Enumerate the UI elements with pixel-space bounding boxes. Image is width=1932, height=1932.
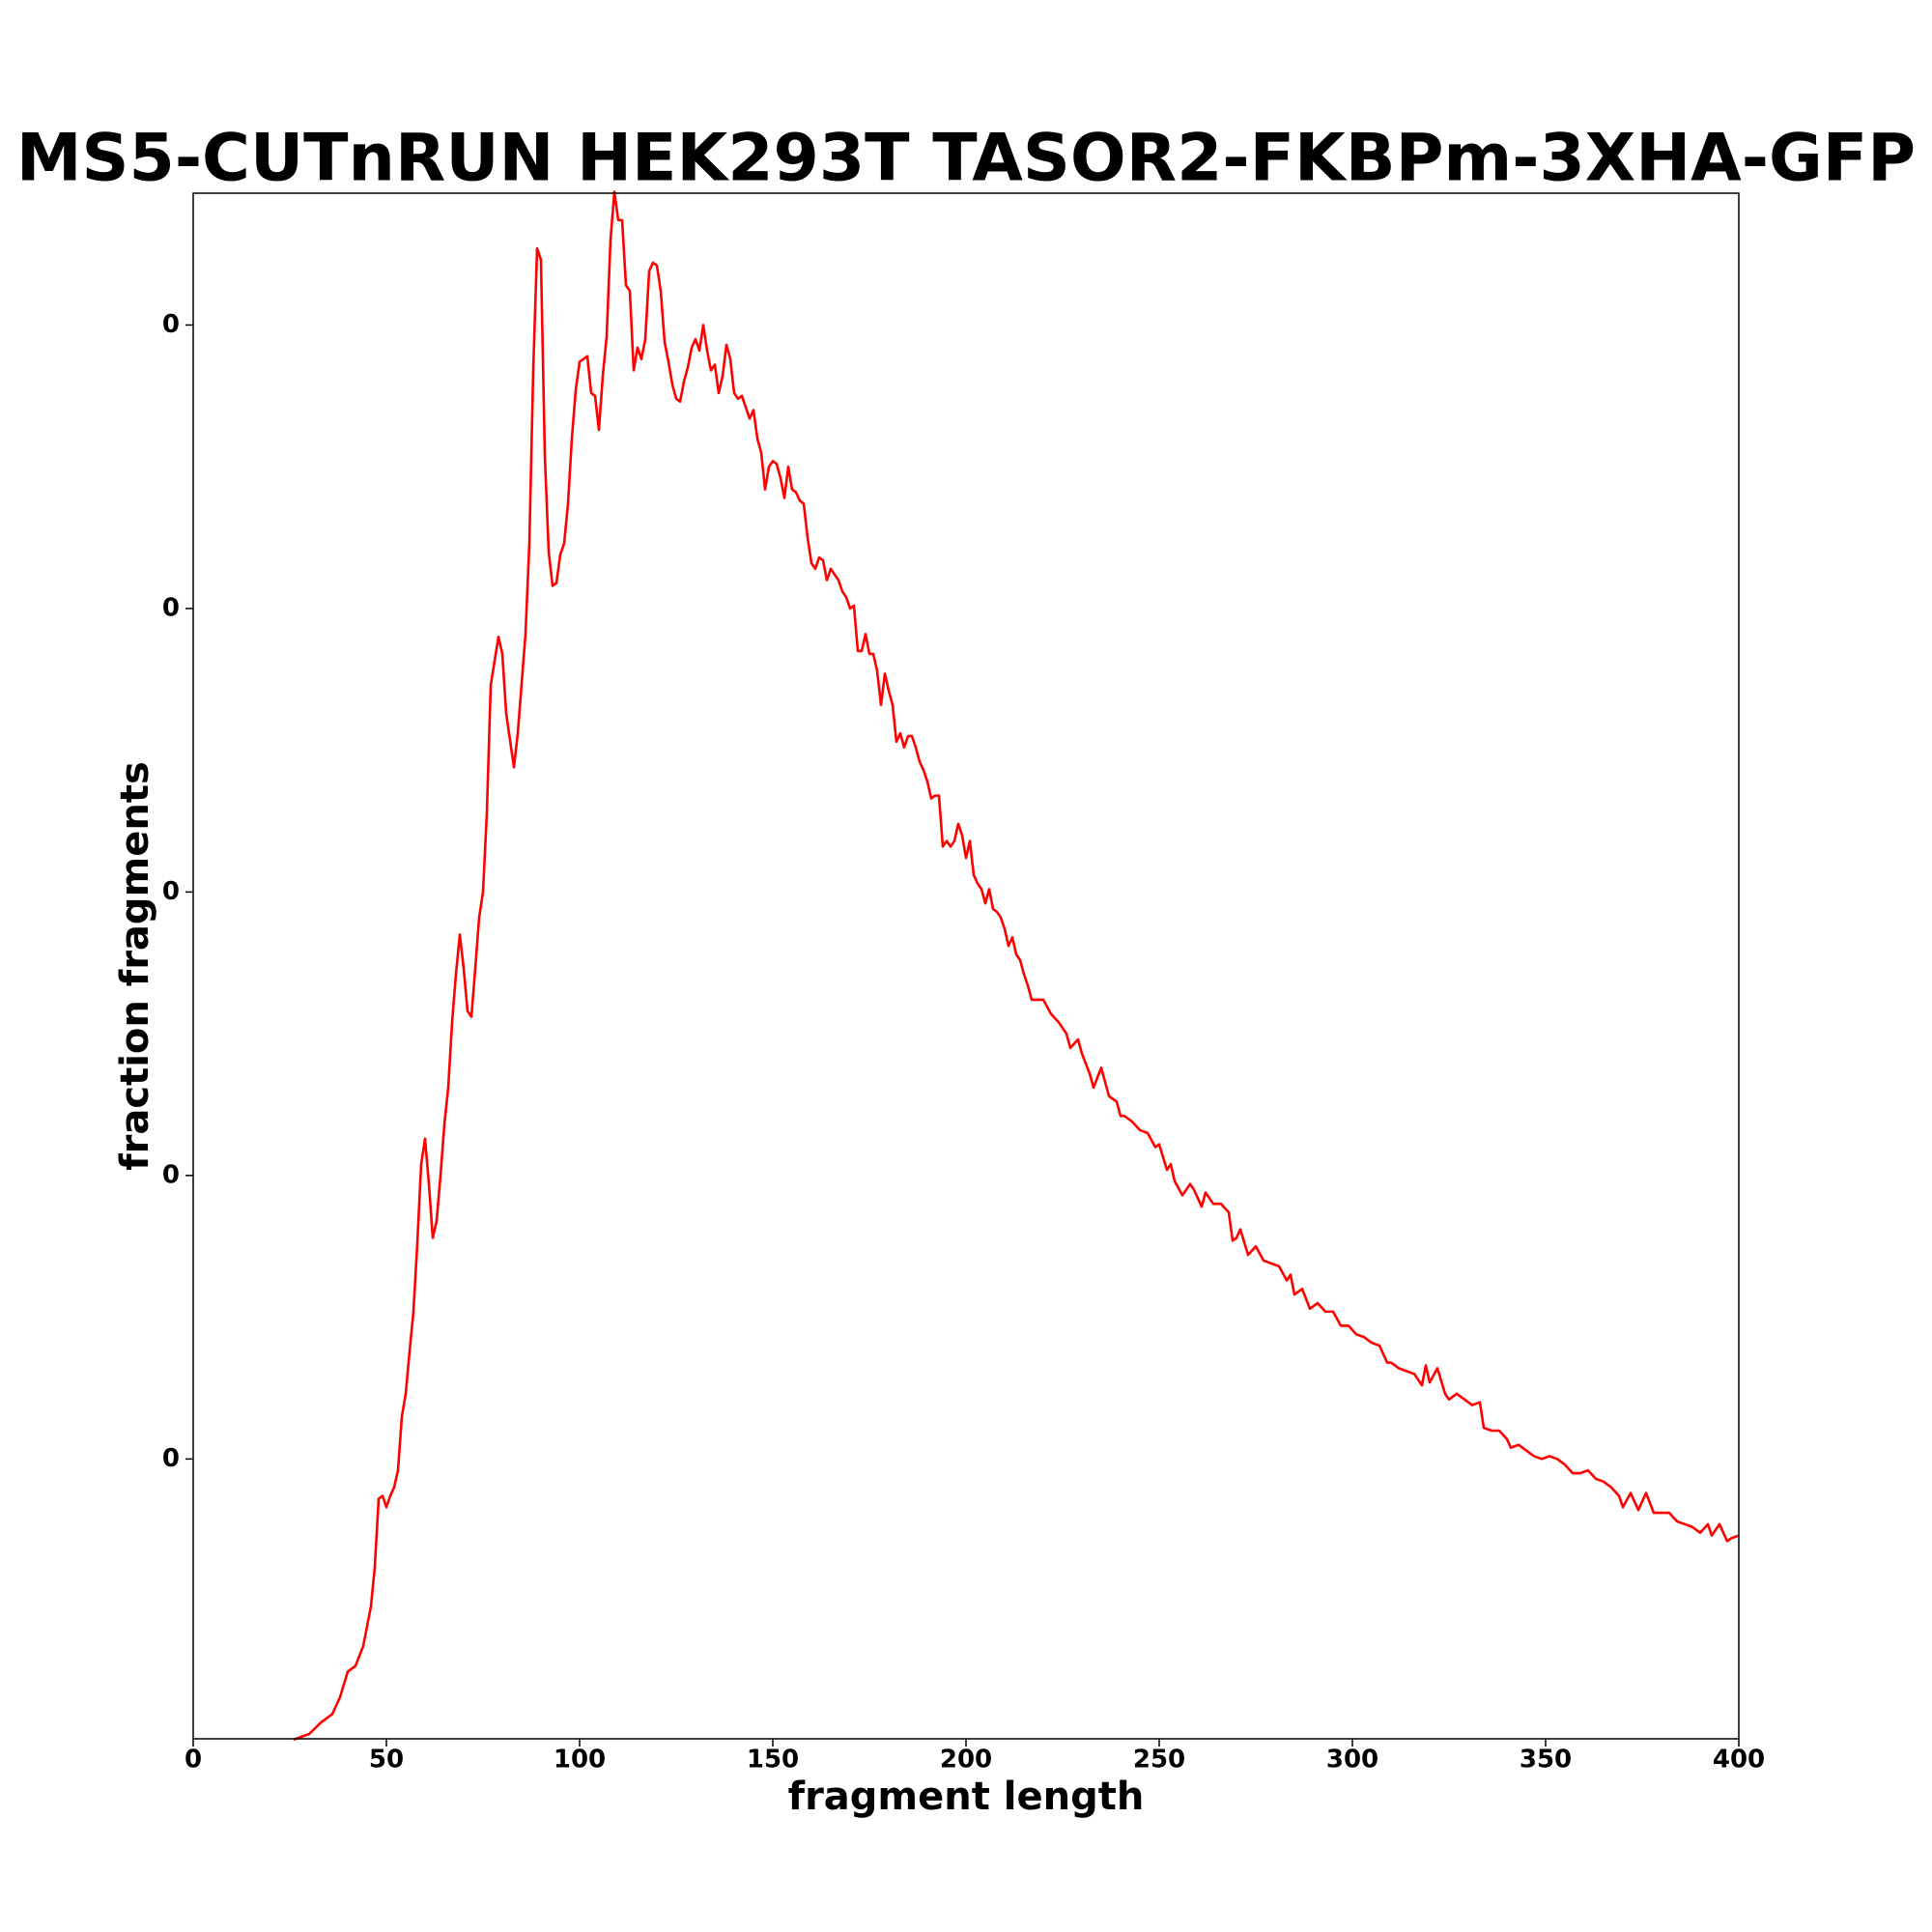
- x-tick-label: 300: [1326, 1746, 1378, 1775]
- y-tick-label: 0: [162, 310, 180, 339]
- chart-title: MS5-CUTnRUN HEK293T TASOR2-FKBPm-3XHA-GF…: [16, 121, 1916, 197]
- x-axis-label: fragment length: [788, 1775, 1145, 1819]
- data-line: [293, 190, 1740, 1742]
- y-tick-label: 0: [162, 1444, 180, 1473]
- x-tick-label: 50: [369, 1746, 404, 1775]
- y-tick-label: 0: [162, 1160, 180, 1189]
- x-tick-label: 400: [1713, 1746, 1765, 1775]
- x-tick-label: 100: [554, 1746, 606, 1775]
- x-tick-label: 0: [185, 1746, 202, 1775]
- x-tick-label: 150: [747, 1746, 799, 1775]
- y-tick-label: 0: [162, 877, 180, 906]
- y-tick-label: 0: [162, 593, 180, 622]
- plot-frame: [192, 192, 1740, 1740]
- x-tick-label: 350: [1520, 1746, 1572, 1775]
- x-tick-label: 200: [940, 1746, 992, 1775]
- y-axis-label: fraction fragments: [113, 761, 157, 1171]
- x-tick-label: 250: [1133, 1746, 1185, 1775]
